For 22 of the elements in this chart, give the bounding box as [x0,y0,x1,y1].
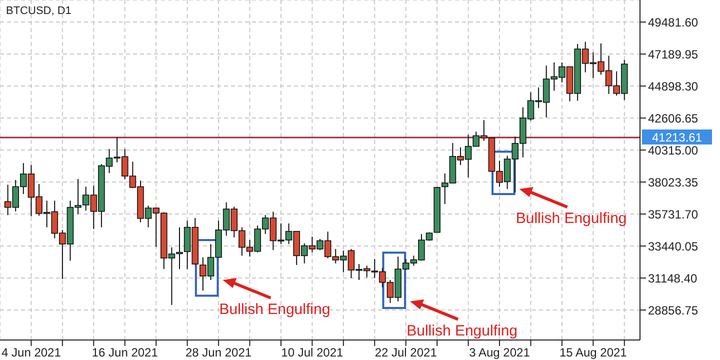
y-tick-label: 44898.30 [648,79,698,94]
y-tick-label: 28856.75 [648,303,698,318]
annotation: Bullish Engulfing [406,322,518,340]
x-tick-label: 22 Jul 2021 [374,346,438,360]
x-tick-label: 28 Jun 2021 [186,346,252,360]
x-tick-label: 16 Jun 2021 [92,346,158,360]
x-tick-label: 10 Jul 2021 [281,346,344,360]
annotation: Bullish Engulfing [516,210,627,228]
chart-title: BTCUSD, D1 [6,5,72,17]
y-tick-label: 35731.70 [648,207,698,222]
x-tick-label: 4 Jun 2021 [2,346,62,360]
y-tick-label: 38023.35 [648,175,698,190]
annotation: Bullish Engulfing [219,300,330,318]
x-tick-label: 15 Aug 2021 [559,346,628,360]
x-tick-label: 3 Aug 2021 [469,346,530,360]
y-tick-label: 42606.65 [648,111,698,126]
y-tick-label: 49481.60 [648,15,698,30]
y-tick-label: 33440.05 [648,239,698,254]
y-tick-label: 47189.95 [648,47,698,62]
y-tick-label: 40315.00 [648,143,698,158]
y-tick-label: 31148.40 [648,271,698,286]
ref-line-label: 41213.61 [652,130,702,144]
